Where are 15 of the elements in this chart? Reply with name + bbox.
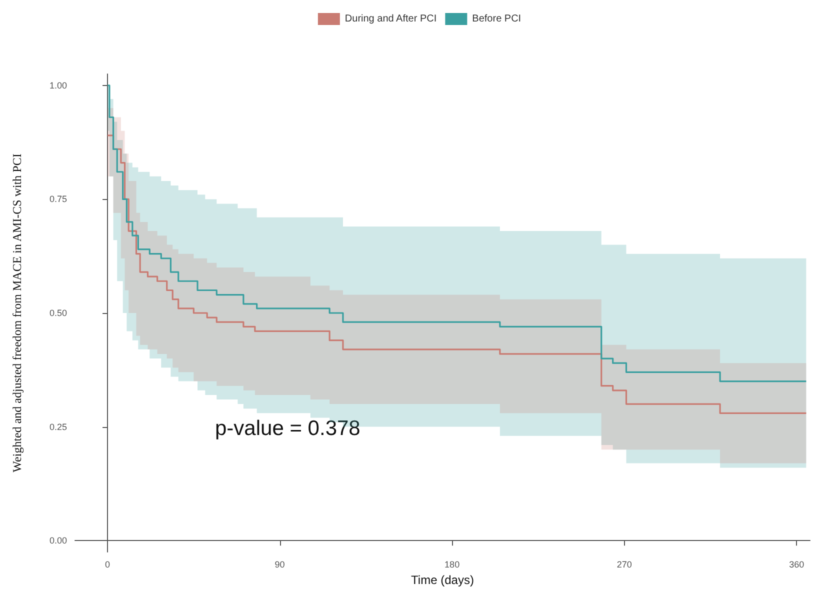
x-axis-title: Time (days) <box>411 573 474 587</box>
legend-label: During and After PCI <box>344 14 437 24</box>
legend-label: Before PCI <box>472 14 522 24</box>
y-tick-label: 0.00 <box>49 536 67 546</box>
x-tick-label: 270 <box>616 560 632 570</box>
x-tick-label: 180 <box>444 560 460 570</box>
y-axis-title: Weighted and adjusted freedom from MACE in AMI-CS with PCI <box>10 154 24 472</box>
x-tick-label: 360 <box>789 560 804 570</box>
y-tick-label: 1.00 <box>49 80 67 90</box>
x-tick-label: 0 <box>105 560 110 570</box>
annotation: p-value = 0.378 <box>215 417 360 440</box>
x-tick-label: 90 <box>274 560 285 570</box>
y-tick-label: 0.25 <box>49 422 67 432</box>
y-tick-label: 0.75 <box>49 194 67 204</box>
y-tick-label: 0.50 <box>49 308 67 318</box>
